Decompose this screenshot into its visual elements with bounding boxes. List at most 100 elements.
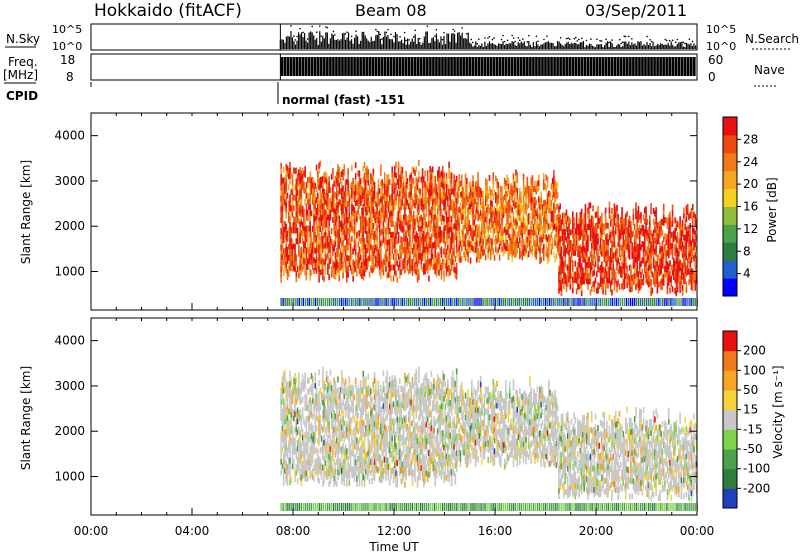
- data-cell: [628, 248, 631, 255]
- data-cell: [285, 412, 288, 419]
- data-cell: [526, 236, 529, 243]
- data-cell: [300, 425, 303, 432]
- data-cell: [467, 250, 469, 257]
- data-cell: [524, 206, 526, 213]
- data-cell: [420, 214, 423, 221]
- data-cell: [474, 187, 477, 194]
- data-cell: [376, 229, 378, 236]
- data-cell: [394, 263, 396, 270]
- data-cell: [521, 221, 524, 228]
- data-cell: [340, 181, 343, 188]
- data-cell: [356, 270, 358, 277]
- data-cell: [329, 241, 332, 248]
- data-cell: [434, 197, 436, 204]
- data-cell: [340, 187, 343, 194]
- data-cell: [655, 218, 657, 225]
- data-cell: [286, 414, 289, 421]
- data-cell: [655, 234, 657, 241]
- data-cell: [439, 193, 442, 200]
- nsearch-dot: [596, 38, 598, 41]
- data-cell: [649, 242, 651, 249]
- data-cell: [572, 287, 574, 294]
- data-cell: [328, 246, 330, 253]
- data-cell: [319, 177, 322, 184]
- data-cell: [449, 247, 452, 254]
- data-cell: [348, 255, 351, 262]
- data-cell: [284, 402, 286, 409]
- data-cell: [521, 248, 524, 255]
- data-cell: [651, 233, 654, 240]
- data-cell: [346, 233, 348, 240]
- nsearch-dot: [311, 25, 313, 28]
- data-cell: [285, 450, 288, 457]
- data-cell: [324, 198, 327, 205]
- nsearch-dot: [526, 41, 529, 43]
- data-cell: [572, 249, 574, 256]
- data-cell: [625, 262, 627, 269]
- nsearch-dot: [408, 39, 410, 41]
- data-cell: [513, 181, 516, 188]
- data-cell: [412, 216, 415, 223]
- data-cell: [388, 179, 391, 186]
- data-cell: [671, 237, 674, 244]
- data-cell: [362, 214, 365, 221]
- data-cell: [327, 241, 329, 248]
- data-cell: [434, 208, 436, 215]
- data-cell: [311, 176, 314, 183]
- data-cell: [401, 221, 404, 228]
- data-cell: [637, 281, 640, 288]
- data-cell: [441, 182, 444, 189]
- data-cell: [377, 222, 380, 229]
- data-cell: [424, 252, 426, 259]
- nsearch-dot: [412, 36, 415, 38]
- data-cell: [459, 251, 462, 258]
- data-cell: [323, 275, 325, 282]
- data-cell: [421, 189, 424, 196]
- data-cell: [608, 234, 611, 241]
- data-cell: [611, 218, 613, 225]
- data-cell: [612, 225, 615, 232]
- data-cell: [357, 252, 359, 259]
- data-cell: [536, 245, 539, 252]
- data-cell: [308, 198, 310, 205]
- data-cell: [640, 277, 642, 284]
- data-cell: [291, 435, 294, 442]
- data-cell: [508, 223, 511, 230]
- data-cell: [515, 202, 517, 209]
- data-cell: [373, 263, 376, 270]
- data-cell: [516, 198, 519, 205]
- data-cell: [309, 225, 312, 232]
- data-cell: [678, 255, 680, 262]
- data-cell: [344, 201, 347, 208]
- data-cell: [498, 216, 501, 223]
- data-cell: [655, 250, 657, 257]
- data-cell: [594, 261, 597, 268]
- data-cell: [315, 251, 318, 258]
- data-cell: [447, 260, 449, 267]
- data-cell: [391, 171, 394, 178]
- data-cell: [581, 298, 583, 306]
- data-cell: [367, 201, 370, 208]
- data-cell: [301, 184, 304, 191]
- data-cell: [569, 245, 572, 252]
- data-cell: [337, 180, 339, 187]
- data-cell: [447, 254, 449, 261]
- data-cell: [315, 197, 318, 204]
- data-cell: [680, 272, 683, 279]
- data-cell: [313, 186, 315, 193]
- data-cell: [339, 204, 342, 211]
- nsky-label: N.Sky: [6, 32, 40, 46]
- data-cell: [577, 278, 579, 285]
- data-cell: [614, 223, 617, 230]
- data-cell: [361, 272, 363, 279]
- data-cell: [298, 272, 300, 279]
- data-cell: [342, 169, 344, 176]
- data-cell: [678, 239, 680, 246]
- data-cell: [667, 219, 670, 226]
- data-cell: [569, 261, 572, 268]
- data-cell: [617, 257, 620, 264]
- data-cell: [377, 211, 380, 218]
- data-cell: [387, 239, 390, 246]
- data-cell: [555, 193, 558, 200]
- data-cell: [633, 272, 636, 279]
